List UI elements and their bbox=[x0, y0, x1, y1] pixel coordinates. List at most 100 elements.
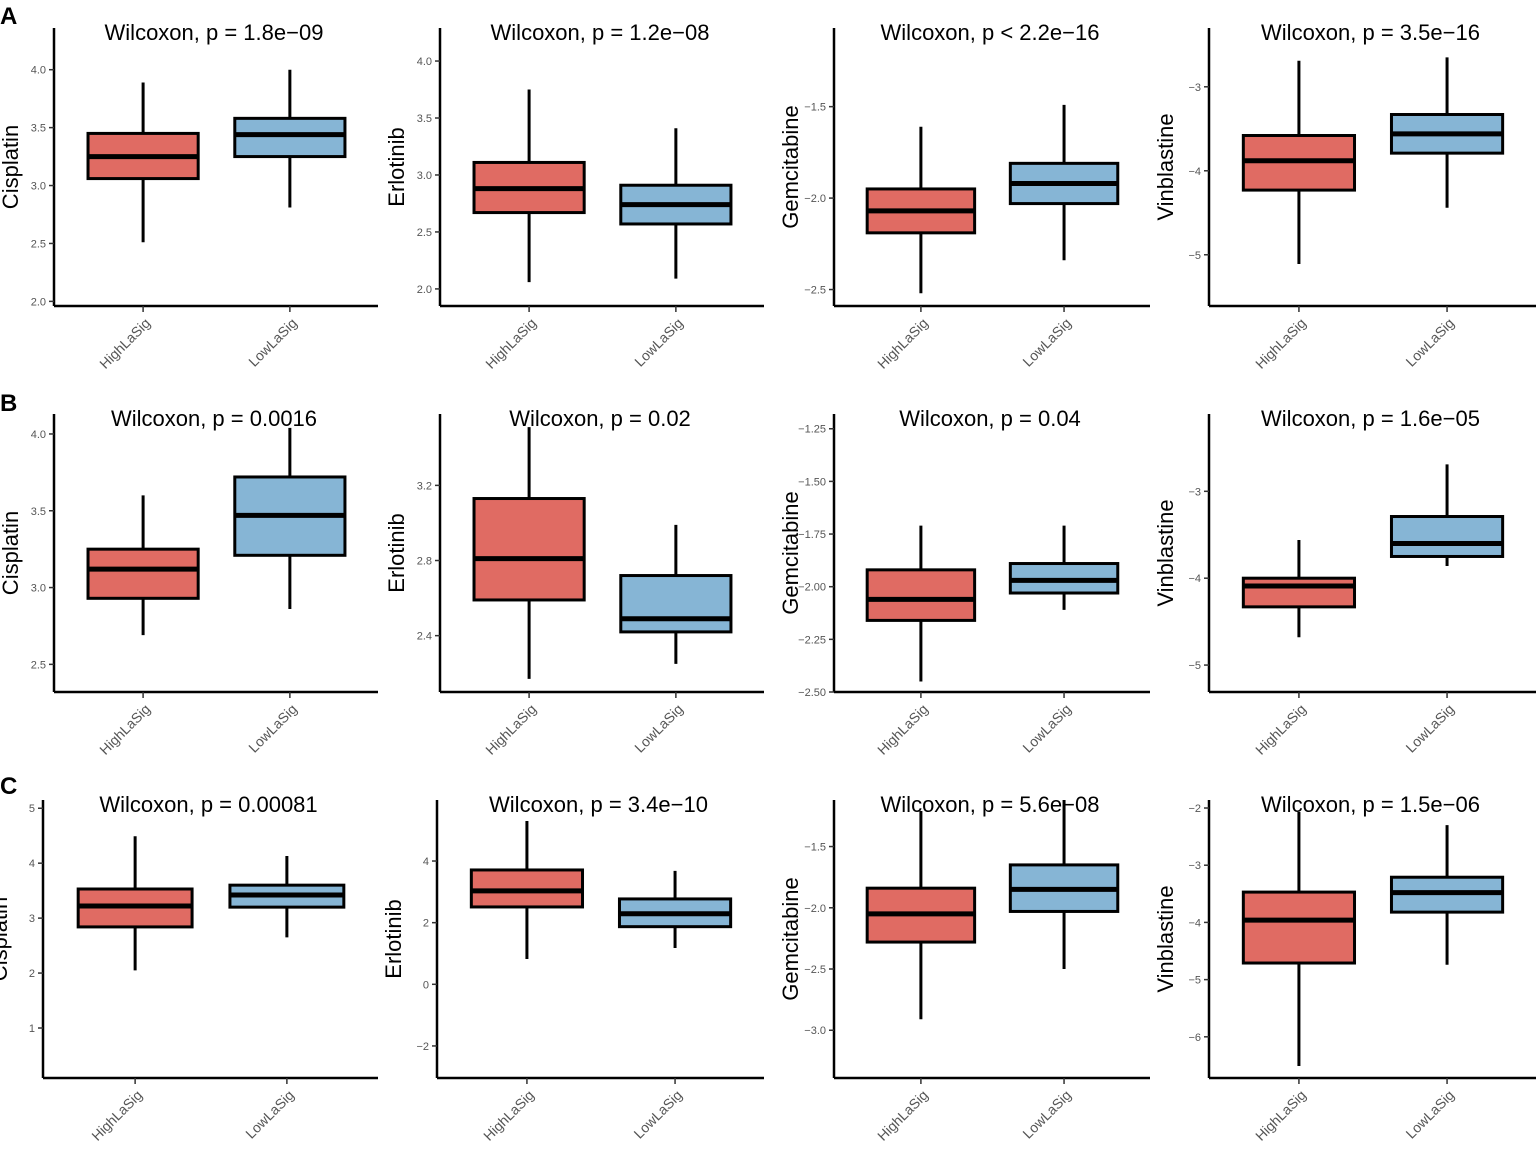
y-tick-label: 2.5 bbox=[417, 227, 432, 239]
y-tick-label: 2 bbox=[29, 968, 35, 980]
y-axis-label: Erlotinib bbox=[384, 513, 409, 592]
x-tick-label: LowLaSig bbox=[245, 315, 300, 370]
panel-C-erlotinib: Wilcoxon, p = 3.4e−10 Erlotinib −2 0 2 4 HighL… bbox=[381, 792, 764, 1144]
y-tick-label: −1.25 bbox=[798, 424, 826, 436]
x-tick-label: HighLaSig bbox=[1252, 701, 1309, 758]
panel-A-gemcitabine: Wilcoxon, p < 2.2e−16 Gemcitabine −2.5 −2.0… bbox=[778, 20, 1150, 372]
panel-C-vinblastine: Wilcoxon, p = 1.5e−06 Vinblastine −6 −5 −4 −3… bbox=[1153, 792, 1536, 1144]
panel-title: Wilcoxon, p = 0.04 bbox=[899, 406, 1081, 431]
x-tick-label: HighLaSig bbox=[874, 315, 931, 372]
y-axis-label: Gemcitabine bbox=[778, 105, 803, 229]
x-tick-label: HighLaSig bbox=[482, 701, 539, 758]
y-tick-label: 2.5 bbox=[31, 659, 46, 671]
y-tick-label: −1.50 bbox=[798, 476, 826, 488]
x-tick-label: LowLaSig bbox=[1019, 1087, 1074, 1142]
row-label-B: B bbox=[0, 390, 17, 417]
y-tick-label: −1.5 bbox=[804, 102, 826, 114]
box-lowlasig bbox=[1008, 800, 1120, 970]
panel-title: Wilcoxon, p = 1.6e−05 bbox=[1261, 406, 1480, 431]
iqr-box bbox=[619, 574, 733, 634]
box-highlasig bbox=[865, 811, 977, 1020]
box-lowlasig bbox=[1008, 104, 1120, 261]
y-axis-label: Erlotinib bbox=[384, 127, 409, 206]
iqr-box bbox=[233, 116, 347, 159]
y-axis-label: Cisplatin bbox=[0, 125, 23, 209]
x-tick-label: LowLaSig bbox=[631, 701, 686, 756]
panel-title: Wilcoxon, p < 2.2e−16 bbox=[881, 20, 1100, 45]
panel-C-gemcitabine: Wilcoxon, p = 5.6e−08 Gemcitabine −3.0 −2.5… bbox=[778, 792, 1150, 1144]
panel-title: Wilcoxon, p = 0.0016 bbox=[111, 406, 317, 431]
panel-title: Wilcoxon, p = 5.6e−08 bbox=[881, 792, 1100, 817]
panel-title: Wilcoxon, p = 1.2e−08 bbox=[491, 20, 710, 45]
y-tick-label: −4 bbox=[1188, 917, 1201, 929]
y-tick-label: 3.0 bbox=[417, 170, 432, 182]
x-tick-label: LowLaSig bbox=[631, 315, 686, 370]
box-highlasig bbox=[865, 525, 977, 682]
panel-B-vinblastine: Wilcoxon, p = 1.6e−05 Vinblastine −5 −4 −3 Hi… bbox=[1153, 406, 1536, 758]
panel-A-erlotinib: Wilcoxon, p = 1.2e−08 Erlotinib 2.0 2.5 3.0 3… bbox=[384, 20, 764, 372]
y-tick-label: 2.0 bbox=[31, 296, 46, 308]
x-tick-label: HighLaSig bbox=[874, 701, 931, 758]
y-tick-label: −2.5 bbox=[804, 285, 826, 297]
panel-title: Wilcoxon, p = 3.5e−16 bbox=[1261, 20, 1480, 45]
box-highlasig bbox=[472, 89, 586, 283]
y-tick-label: −3 bbox=[1188, 860, 1201, 872]
y-tick-label: 3.0 bbox=[31, 181, 46, 193]
box-highlasig bbox=[472, 427, 586, 679]
y-axis-label: Cisplatin bbox=[0, 511, 23, 595]
y-tick-label: 4.0 bbox=[31, 429, 46, 441]
iqr-box bbox=[1241, 576, 1357, 609]
box-lowlasig bbox=[1389, 825, 1505, 965]
y-tick-label: 2.5 bbox=[31, 238, 46, 250]
x-tick-label: LowLaSig bbox=[1402, 701, 1457, 756]
x-tick-label: HighLaSig bbox=[88, 1087, 145, 1144]
x-tick-label: LowLaSig bbox=[242, 1087, 297, 1142]
panel-title: Wilcoxon, p = 0.02 bbox=[509, 406, 691, 431]
y-tick-label: 0 bbox=[423, 979, 429, 991]
box-highlasig bbox=[1241, 60, 1357, 265]
panel-C-cisplatin: Wilcoxon, p = 0.00081 Cisplatin 1 2 3 4 5 HighL… bbox=[0, 792, 378, 1144]
y-tick-label: 4.0 bbox=[31, 65, 46, 77]
y-tick-label: −2 bbox=[1188, 803, 1201, 815]
panel-title: Wilcoxon, p = 1.5e−06 bbox=[1261, 792, 1480, 817]
y-tick-label: 2.4 bbox=[417, 631, 432, 643]
x-tick-label: HighLaSig bbox=[1252, 315, 1309, 372]
y-axis-label: Gemcitabine bbox=[778, 877, 803, 1001]
y-tick-label: −1.75 bbox=[798, 529, 826, 541]
x-tick-label: LowLaSig bbox=[1402, 315, 1457, 370]
panel-A-vinblastine: Wilcoxon, p = 3.5e−16 Vinblastine −5 −4 −3 Hi… bbox=[1153, 20, 1536, 372]
y-tick-label: 2.8 bbox=[417, 556, 432, 568]
y-axis-label: Gemcitabine bbox=[778, 491, 803, 615]
box-lowlasig bbox=[619, 524, 733, 664]
y-tick-label: 3.5 bbox=[31, 123, 46, 135]
y-axis-label: Cisplatin bbox=[0, 897, 12, 981]
y-tick-label: −1.5 bbox=[804, 842, 826, 854]
y-tick-label: −2.00 bbox=[798, 582, 826, 594]
y-tick-label: −3 bbox=[1188, 82, 1201, 94]
iqr-box bbox=[1389, 515, 1505, 558]
y-tick-label: 1 bbox=[29, 1023, 35, 1035]
x-tick-label: LowLaSig bbox=[1019, 701, 1074, 756]
y-tick-label: −6 bbox=[1188, 1032, 1201, 1044]
y-tick-label: −2.25 bbox=[798, 634, 826, 646]
y-tick-label: 4 bbox=[29, 858, 35, 870]
box-lowlasig bbox=[1008, 525, 1120, 610]
panel-B-gemcitabine: Wilcoxon, p = 0.04 Gemcitabine −2.50 −2.25 −… bbox=[778, 406, 1150, 758]
y-tick-label: −2 bbox=[416, 1041, 429, 1053]
box-highlasig bbox=[86, 82, 200, 243]
y-tick-label: 4.0 bbox=[417, 56, 432, 68]
box-lowlasig bbox=[1389, 57, 1505, 208]
panel-title: Wilcoxon, p = 1.8e−09 bbox=[105, 20, 324, 45]
y-tick-label: −5 bbox=[1188, 660, 1201, 672]
panel-B-erlotinib: Wilcoxon, p = 0.02 Erlotinib 2.4 2.8 3.2 High… bbox=[384, 406, 764, 758]
row-label-C: C bbox=[0, 773, 17, 800]
x-tick-label: HighLaSig bbox=[480, 1087, 537, 1144]
box-highlasig bbox=[469, 820, 585, 960]
row-label-A: A bbox=[0, 3, 17, 30]
y-tick-label: −3 bbox=[1188, 486, 1201, 498]
box-lowlasig bbox=[619, 128, 733, 279]
x-tick-label: LowLaSig bbox=[245, 701, 300, 756]
box-lowlasig bbox=[617, 870, 733, 948]
y-tick-label: −5 bbox=[1188, 975, 1201, 987]
